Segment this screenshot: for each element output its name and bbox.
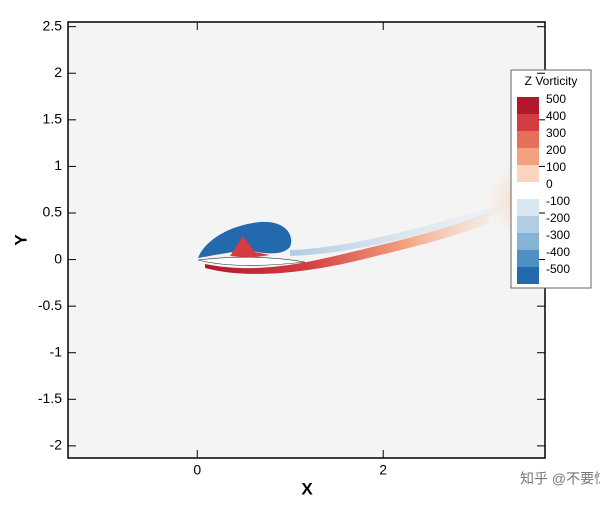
colorbar-swatch <box>517 182 539 199</box>
y-tick-label: -1.5 <box>38 390 62 406</box>
colorbar-label: 500 <box>546 92 566 106</box>
colorbar-swatch <box>517 216 539 233</box>
colorbar-title: Z Vorticity <box>525 74 578 88</box>
watermark: 知乎 @不要惊讶 <box>520 471 600 487</box>
colorbar-swatch <box>517 165 539 182</box>
y-tick-label: 1.5 <box>43 111 63 127</box>
colorbar-label: -100 <box>546 194 570 208</box>
colorbar-swatch <box>517 233 539 250</box>
plot-area <box>68 22 545 458</box>
colorbar-swatch <box>517 148 539 165</box>
colorbar-label: -400 <box>546 245 570 259</box>
colorbar-label: 200 <box>546 143 566 157</box>
colorbar-label: -500 <box>546 262 570 276</box>
y-tick-label: -2 <box>50 437 63 453</box>
colorbar-swatch <box>517 250 539 267</box>
y-axis-label: Y <box>11 234 30 246</box>
colorbar-swatch <box>517 199 539 216</box>
colorbar-label: 100 <box>546 160 566 174</box>
colorbar-swatch <box>517 97 539 114</box>
y-tick-label: -1 <box>50 343 63 359</box>
colorbar-swatch <box>517 114 539 131</box>
colorbar-label: 400 <box>546 109 566 123</box>
y-tick-label: 0.5 <box>43 204 63 220</box>
y-tick-label: 0 <box>54 250 62 266</box>
colorbar-label: -200 <box>546 211 570 225</box>
x-tick-label: 0 <box>193 462 201 478</box>
colorbar-swatch <box>517 267 539 284</box>
y-tick-label: 1 <box>54 157 62 173</box>
colorbar-label: 0 <box>546 177 553 191</box>
colorbar-label: 300 <box>546 126 566 140</box>
x-tick-label: 2 <box>379 462 387 478</box>
colorbar-swatch <box>517 131 539 148</box>
x-axis-label: X <box>301 479 313 498</box>
y-tick-label: -0.5 <box>38 297 62 313</box>
y-tick-label: 2.5 <box>43 17 63 33</box>
colorbar-label: -300 <box>546 228 570 242</box>
y-tick-label: 2 <box>54 64 62 80</box>
